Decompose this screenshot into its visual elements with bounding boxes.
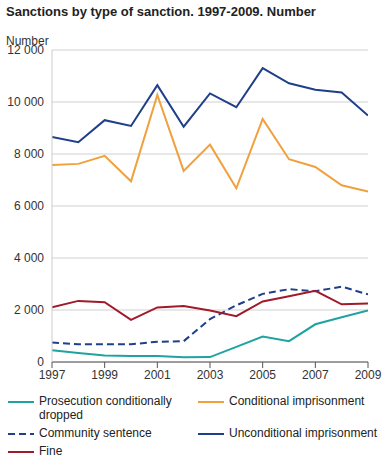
svg-text:8 000: 8 000 xyxy=(14,147,44,161)
svg-text:0: 0 xyxy=(37,355,44,369)
svg-text:4 000: 4 000 xyxy=(14,251,44,265)
svg-text:1999: 1999 xyxy=(91,368,118,382)
svg-text:6 000: 6 000 xyxy=(14,199,44,213)
svg-text:12 000: 12 000 xyxy=(8,43,44,57)
svg-text:2009: 2009 xyxy=(355,368,376,382)
svg-text:1997: 1997 xyxy=(39,368,66,382)
svg-text:2007: 2007 xyxy=(302,368,329,382)
svg-text:2 000: 2 000 xyxy=(14,303,44,317)
svg-text:2005: 2005 xyxy=(249,368,276,382)
svg-text:2003: 2003 xyxy=(197,368,224,382)
svg-text:10 000: 10 000 xyxy=(8,95,44,109)
svg-text:2001: 2001 xyxy=(144,368,171,382)
